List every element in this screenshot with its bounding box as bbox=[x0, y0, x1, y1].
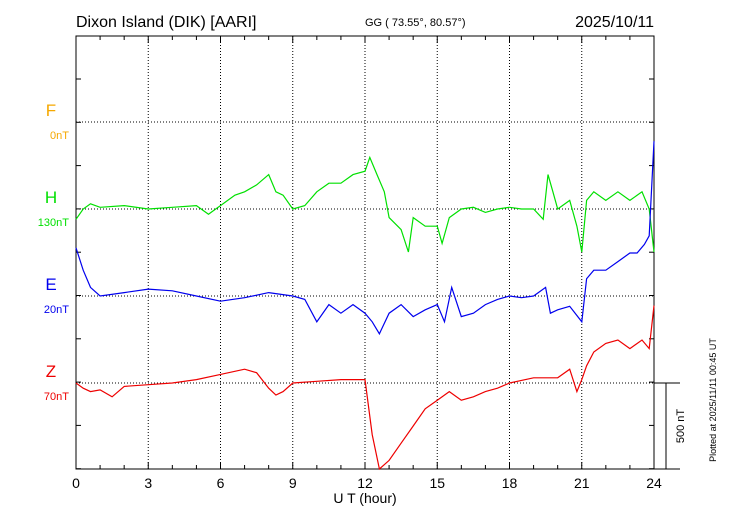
component-labels: F 0nT H 130nT E 20nT Z 70nT bbox=[38, 101, 69, 403]
date-label: 2025/10/11 bbox=[575, 14, 654, 31]
component-baseline-h: 130nT bbox=[38, 217, 69, 229]
coordinates-label: GG ( 73.55°, 80.57°) bbox=[365, 17, 466, 29]
x-tick-label: 21 bbox=[574, 475, 590, 491]
x-tick-label: 24 bbox=[646, 475, 662, 491]
x-tick-label: 18 bbox=[502, 475, 518, 491]
x-tick-label: 3 bbox=[144, 475, 152, 491]
station-title: Dixon Island (DIK) [AARI] bbox=[76, 14, 257, 31]
component-baseline-e: 20nT bbox=[44, 304, 69, 316]
component-name-f: F bbox=[46, 101, 56, 120]
series-line-z bbox=[75, 305, 655, 471]
component-baseline-z: 70nT bbox=[44, 391, 69, 403]
axis-ticks bbox=[75, 36, 655, 470]
plotted-at-note: Plotted at 2025/11/11 00:45 UT bbox=[708, 338, 718, 462]
x-tick-label: 6 bbox=[217, 475, 225, 491]
x-tick-label: 9 bbox=[289, 475, 297, 491]
scale-bar-label: 500 nT bbox=[675, 409, 687, 444]
x-tick-label: 0 bbox=[72, 475, 80, 491]
x-tick-label: 15 bbox=[429, 475, 445, 491]
component-name-z: Z bbox=[46, 362, 56, 381]
series-lines bbox=[75, 141, 655, 471]
grid-lines bbox=[76, 36, 654, 469]
component-baseline-f: 0nT bbox=[50, 130, 69, 142]
series-line-h bbox=[75, 155, 655, 253]
component-name-e: E bbox=[45, 275, 56, 294]
x-tick-labels: 0 3 6 9 12 15 18 21 24 bbox=[72, 475, 662, 491]
series-line-e bbox=[75, 141, 655, 336]
x-tick-label: 12 bbox=[357, 475, 373, 491]
x-axis-label: U T (hour) bbox=[333, 490, 396, 506]
scale-bar: 500 nT bbox=[654, 382, 687, 470]
component-name-h: H bbox=[45, 188, 57, 207]
